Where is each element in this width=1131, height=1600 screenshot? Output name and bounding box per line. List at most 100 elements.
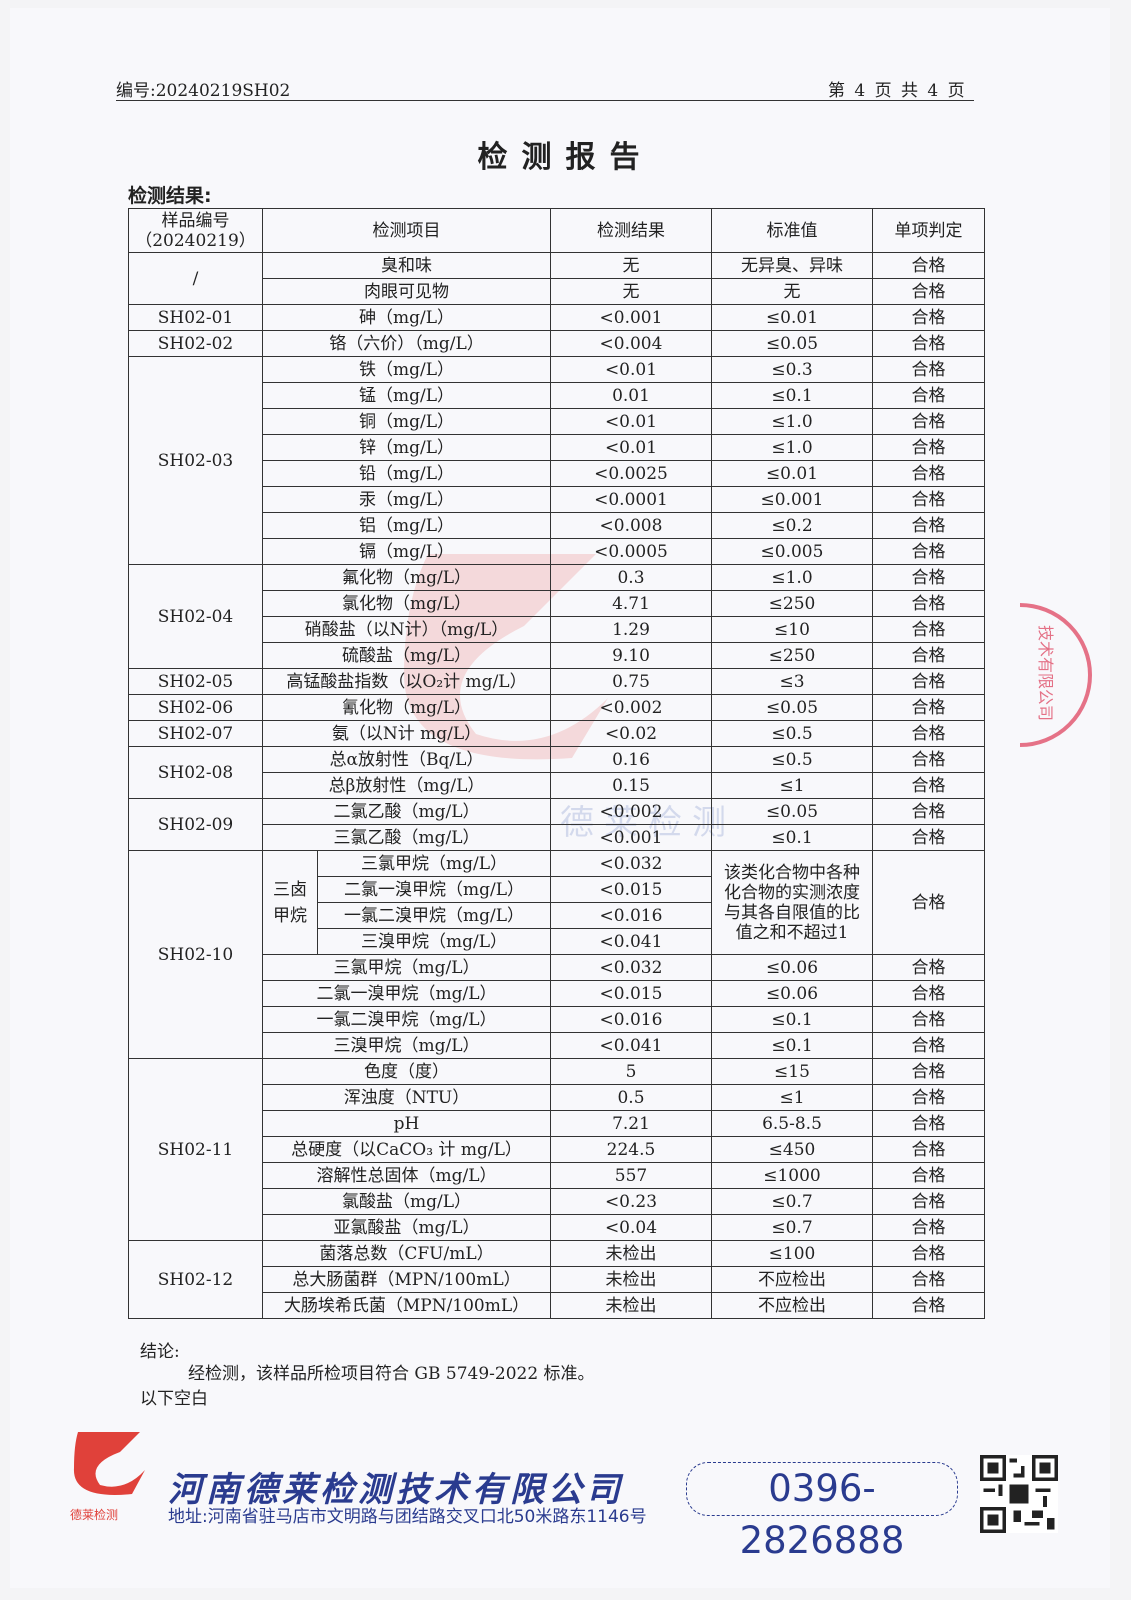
standard-cell: 不应检出 [711, 1266, 873, 1293]
sample-id-cell: SH02-09 [128, 798, 263, 851]
standard-cell: ≤1000 [711, 1162, 873, 1189]
sample-id-cell: SH02-05 [128, 668, 263, 695]
result-cell: <0.001 [550, 824, 712, 851]
table-row: SH02-03 铁（mg/L） <0.01 ≤0.3 合格 [128, 356, 985, 565]
verdict-cell: 合格 [872, 1110, 985, 1137]
result-cell: <0.015 [550, 876, 712, 903]
verdict-cell: 合格 [872, 954, 985, 981]
standard-cell: ≤0.7 [711, 1214, 873, 1241]
item-cell: 三溴甲烷（mg/L） [317, 928, 551, 955]
col-header-standard: 标准值 [711, 208, 873, 253]
verdict-cell: 合格 [872, 1292, 985, 1319]
result-cell: 未检出 [550, 1292, 712, 1319]
table-row: 锌（mg/L） <0.01 ≤1.0 合格 [129, 434, 985, 461]
item-cell: 氯酸盐（mg/L） [262, 1188, 551, 1215]
result-cell: 无 [550, 252, 712, 279]
company-stamp: 技术有限公司 [1020, 603, 1092, 747]
result-cell: 4.71 [550, 590, 712, 617]
result-cell: <0.02 [550, 720, 712, 747]
standard-cell: 不应检出 [711, 1292, 873, 1319]
item-cell: 汞（mg/L） [262, 486, 551, 513]
table-row: 总大肠菌群（MPN/100mL） 未检出 不应检出 合格 [129, 1266, 985, 1293]
standard-cell: ≤10 [711, 616, 873, 643]
standard-cell: ≤0.001 [711, 486, 873, 513]
company-address: 地址:河南省驻马店市文明路与团结路交叉口北50米路东1146号 [168, 1507, 647, 1527]
verdict-cell: 合格 [872, 304, 985, 331]
item-cell: 总α放射性（Bq/L） [262, 746, 551, 773]
standard-cell: ≤0.1 [711, 382, 873, 409]
standard-cell: ≤1.0 [711, 564, 873, 591]
table-row: 硝酸盐（以N计）（mg/L） 1.29 ≤10 合格 [129, 616, 985, 643]
qr-code-icon [980, 1455, 1058, 1533]
result-cell: 0.16 [550, 746, 712, 773]
table-row: SH02-06 氰化物（mg/L） <0.002 ≤0.05 合格 [128, 694, 985, 721]
table-row: pH 7.21 6.5-8.5 合格 [129, 1110, 985, 1137]
table-row: / 臭和味无无异臭、异味 合格 [128, 252, 985, 305]
item-cell: 溶解性总固体（mg/L） [262, 1162, 551, 1189]
result-cell: <0.002 [550, 798, 712, 825]
verdict-cell: 合格 [872, 1032, 985, 1059]
result-cell: <0.001 [550, 304, 712, 331]
company-logo: 德莱检测 [70, 1430, 150, 1523]
result-cell: <0.0001 [550, 486, 712, 513]
item-cell: 二氯一溴甲烷（mg/L） [317, 876, 551, 903]
item-cell: 三氯乙酸（mg/L） [262, 824, 551, 851]
result-cell: 1.29 [550, 616, 712, 643]
item-cell: 氨（以N计 mg/L） [262, 720, 551, 747]
verdict-cell: 合格 [872, 460, 985, 487]
verdict-cell: 合格 [872, 512, 985, 539]
item-cell: 锰（mg/L） [262, 382, 551, 409]
page-info: 第 4 页 共 4 页 [828, 81, 967, 101]
result-cell: <0.004 [550, 330, 712, 357]
table-row: 三氯乙酸（mg/L） <0.001 ≤0.1 合格 [129, 824, 985, 851]
table-row: SH02-02 铬（六价）（mg/L） <0.004 ≤0.05 合格 [128, 330, 985, 357]
verdict-cell: 合格 [872, 720, 985, 747]
result-cell: 5 [550, 1058, 712, 1085]
sample-id-cell: SH02-08 [128, 746, 263, 799]
table-row: SH02-10 三卤甲烷 三氯甲烷（mg/L） <0.032 该类化合物中各种化合物的实… [128, 850, 985, 1059]
result-cell: <0.01 [550, 434, 712, 461]
header-divider [116, 100, 974, 101]
standard-cell: ≤0.7 [711, 1188, 873, 1215]
result-cell: <0.032 [550, 954, 712, 981]
standard-cell: ≤100 [711, 1240, 873, 1267]
table-row: 汞（mg/L） <0.0001 ≤0.001 合格 [129, 486, 985, 513]
item-cell: 肉眼可见物 [262, 278, 551, 305]
col-header-result: 检测结果 [550, 208, 712, 253]
verdict-cell: 合格 [872, 824, 985, 851]
verdict-cell: 合格 [872, 1058, 985, 1085]
item-cell: 氰化物（mg/L） [262, 694, 551, 721]
standard-cell: ≤3 [711, 668, 873, 695]
item-cell: 镉（mg/L） [262, 538, 551, 565]
standard-cell: ≤0.01 [711, 304, 873, 331]
item-cell: 铁（mg/L） [262, 356, 551, 383]
table-row: SH02-04 氟化物（mg/L） 0.3 ≤1.0 合格 [128, 564, 985, 669]
result-cell: <0.04 [550, 1214, 712, 1241]
item-cell: 浑浊度（NTU） [262, 1084, 551, 1111]
verdict-cell: 合格 [872, 1240, 985, 1267]
result-cell: 9.10 [550, 642, 712, 669]
verdict-cell: 合格 [872, 668, 985, 695]
table-row: 硫酸盐（mg/L） 9.10 ≤250 合格 [129, 642, 985, 669]
verdict-cell: 合格 [872, 278, 985, 305]
item-cell: 总大肠菌群（MPN/100mL） [262, 1266, 551, 1293]
result-cell: <0.016 [550, 902, 712, 929]
verdict-cell: 合格 [872, 486, 985, 513]
result-cell: 0.3 [550, 564, 712, 591]
verdict-cell: 合格 [872, 850, 985, 955]
sample-id-cell: SH02-12 [128, 1240, 263, 1319]
table-row: SH02-12 菌落总数（CFU/mL） 未检出 ≤100 合格 [128, 1240, 985, 1319]
item-cell: 铬（六价）（mg/L） [262, 330, 551, 357]
standard-cell: 无 [711, 278, 873, 305]
verdict-cell: 合格 [872, 1188, 985, 1215]
standard-cell: ≤250 [711, 590, 873, 617]
verdict-cell: 合格 [872, 252, 985, 279]
verdict-cell: 合格 [872, 798, 985, 825]
standard-cell: ≤0.05 [711, 694, 873, 721]
item-cell: pH [262, 1110, 551, 1137]
result-cell: <0.032 [550, 850, 712, 877]
item-cell: 一氯二溴甲烷（mg/L） [262, 1006, 551, 1033]
result-cell: 0.5 [550, 1084, 712, 1111]
result-cell: 无 [550, 278, 712, 305]
verdict-cell: 合格 [872, 564, 985, 591]
